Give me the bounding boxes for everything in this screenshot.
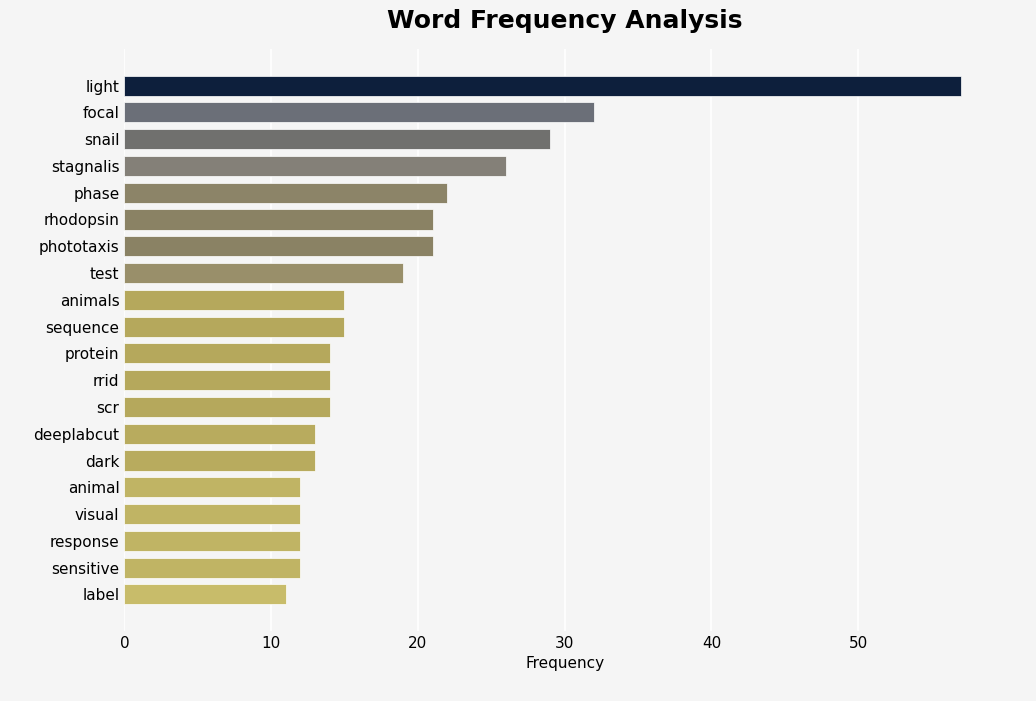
Bar xyxy=(124,531,300,551)
Bar xyxy=(124,477,300,497)
Title: Word Frequency Analysis: Word Frequency Analysis xyxy=(386,9,743,33)
Bar xyxy=(124,129,550,149)
Bar xyxy=(124,102,594,123)
Bar xyxy=(124,504,300,524)
Bar xyxy=(124,156,506,176)
Bar xyxy=(124,423,315,444)
Bar xyxy=(124,343,329,363)
Bar xyxy=(124,557,300,578)
Bar xyxy=(124,317,344,336)
Bar xyxy=(124,236,432,257)
X-axis label: Frequency: Frequency xyxy=(525,656,604,672)
Bar xyxy=(124,290,344,310)
Bar xyxy=(124,210,432,229)
Bar xyxy=(124,451,315,470)
Bar xyxy=(124,370,329,390)
Bar xyxy=(124,397,329,417)
Bar xyxy=(124,585,286,604)
Bar xyxy=(124,183,448,203)
Bar xyxy=(124,263,403,283)
Bar xyxy=(124,76,960,95)
